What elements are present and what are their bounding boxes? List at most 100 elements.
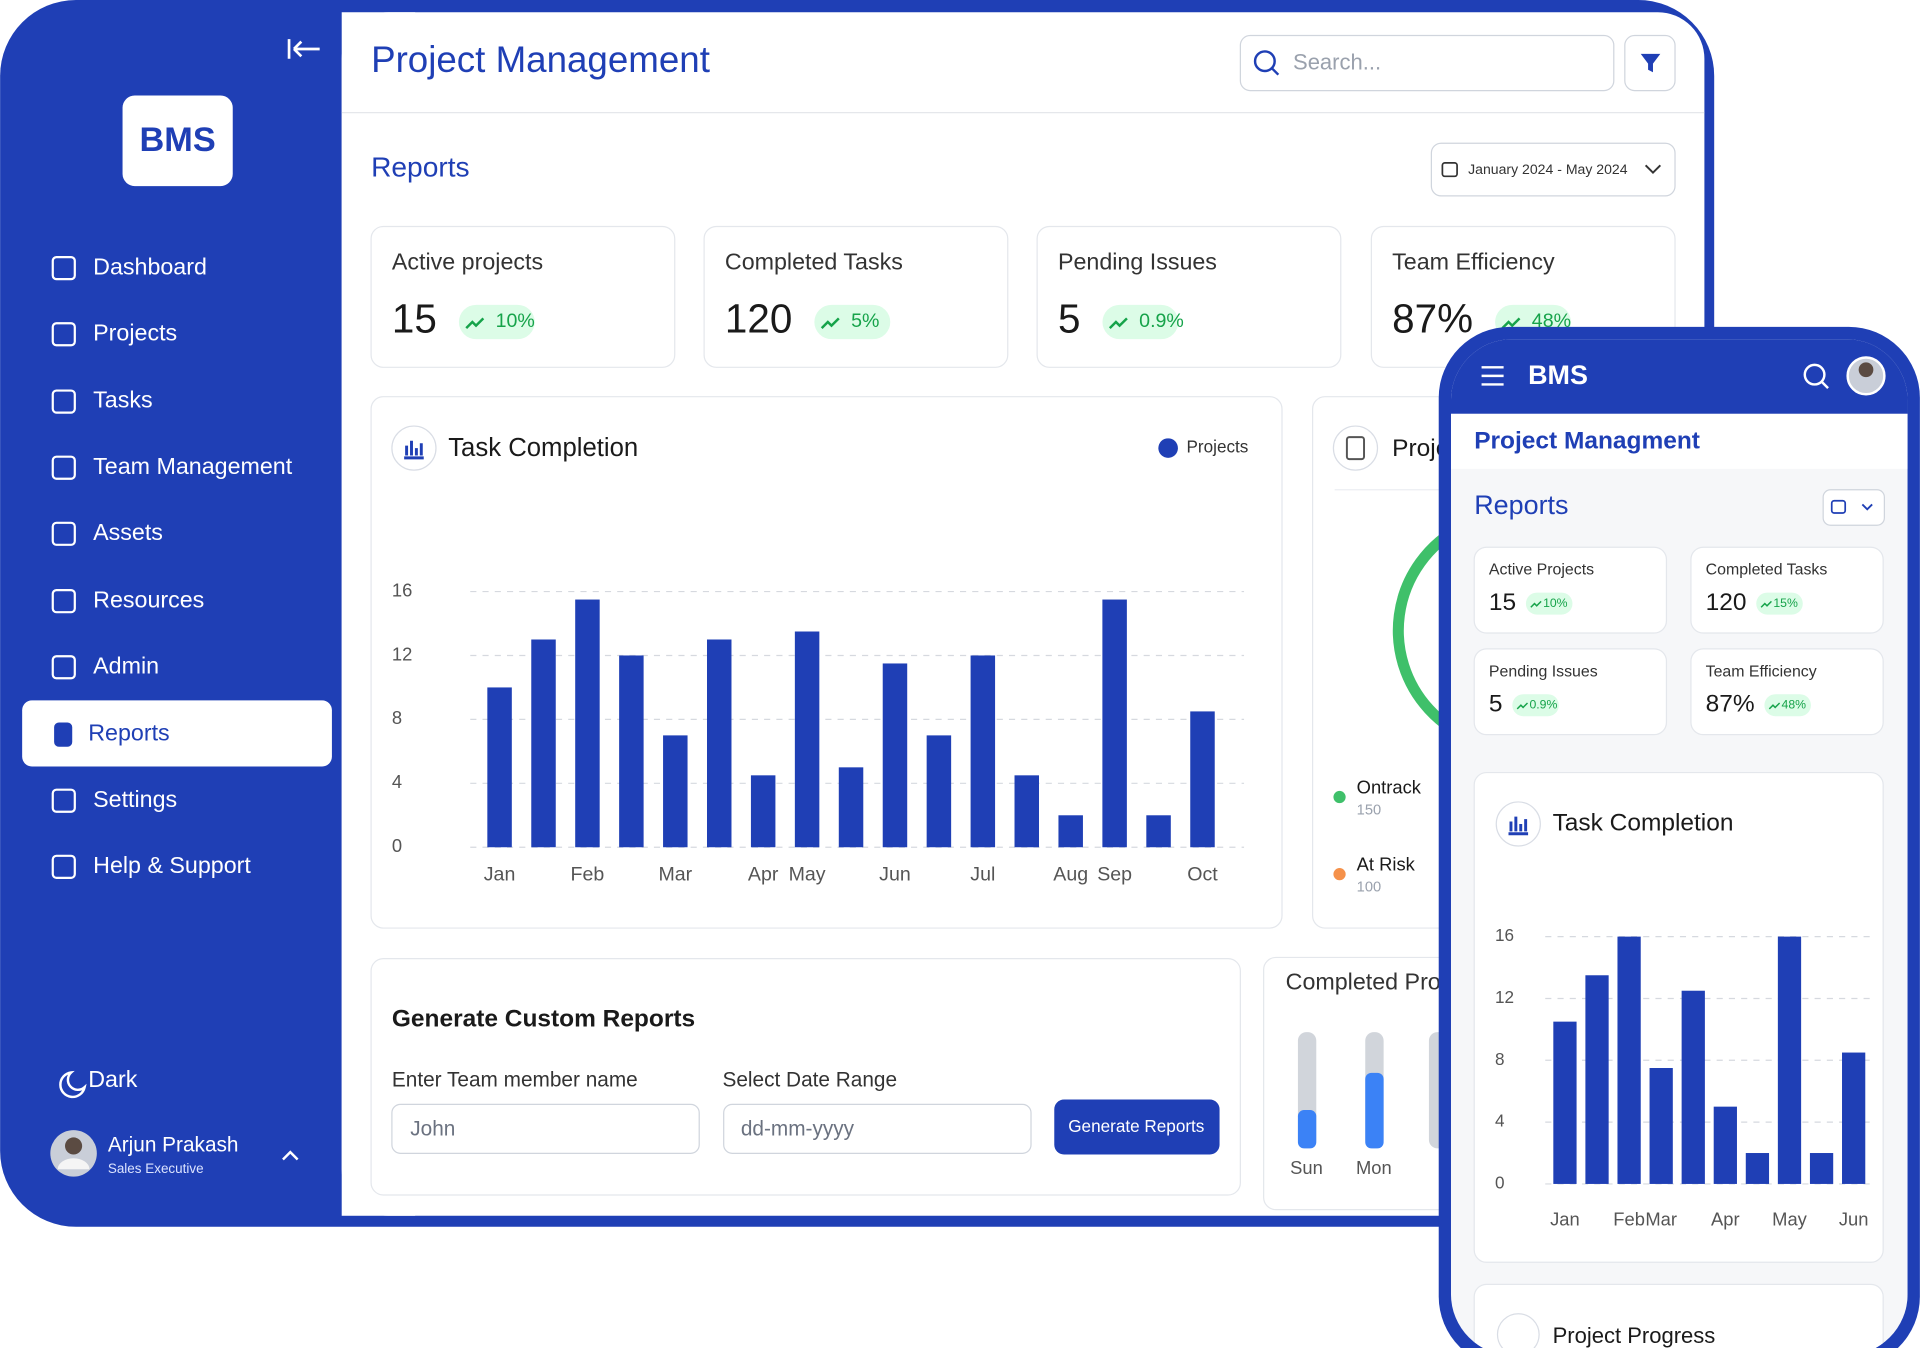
bar	[1809, 1153, 1834, 1184]
trend-icon	[820, 317, 840, 329]
search-box[interactable]	[1239, 34, 1615, 92]
mobile-avatar-head	[1858, 362, 1874, 378]
stat-value: 120	[1706, 589, 1747, 616]
x-tick-label: Jun	[879, 864, 911, 886]
legend-label: Projects	[1187, 437, 1249, 457]
stat-badge	[1512, 694, 1559, 717]
mobile-screen: BMS Project Managment Reports Active Pro…	[1450, 339, 1908, 1348]
hamburger[interactable]	[1481, 366, 1504, 386]
bar	[882, 663, 908, 848]
bar	[1102, 599, 1127, 848]
menu-item[interactable]: Assets	[93, 519, 163, 545]
bar	[531, 639, 556, 848]
menu-item[interactable]: Projects	[93, 319, 177, 345]
menu-icon	[51, 655, 76, 680]
search-icon-handle	[1271, 67, 1280, 76]
chart-card	[370, 396, 1283, 929]
mobile-chart-title: Task Completion	[1553, 809, 1734, 836]
generate-button[interactable]	[1054, 1099, 1220, 1155]
legend-label: Ontrack	[1357, 776, 1422, 797]
x-tick-label: Feb	[571, 864, 605, 886]
bar	[1190, 711, 1215, 848]
mobile-date-chevron	[1861, 503, 1873, 511]
menu-item[interactable]: Tasks	[93, 387, 152, 413]
date-input[interactable]	[723, 1103, 1032, 1154]
menu-icon	[51, 455, 76, 480]
mobile-calendar-icon	[1830, 499, 1847, 514]
collapse-icon[interactable]	[287, 39, 320, 59]
bar	[1553, 1021, 1577, 1184]
chart-plot: 0 4 8 12 16 Jan Feb Mar Apr May Jun Jul Aug Sep Oct	[392, 579, 1245, 886]
mobile-chart-plot: 0 4 8 12 16 Jan Feb Mar Apr May Jun	[1495, 925, 1871, 1230]
date-label: Select Date Range	[722, 1069, 897, 1092]
stat-change: 48%	[1532, 310, 1571, 332]
mini-bars: Sun Mon	[1290, 1032, 1392, 1178]
menu-item[interactable]: Team Management	[93, 453, 293, 479]
stat-badge	[458, 304, 535, 340]
custom-report-title: Generate Custom Reports	[392, 1005, 695, 1032]
bar	[575, 599, 600, 848]
menu-item[interactable]: Reports	[88, 720, 169, 746]
bar	[619, 655, 644, 848]
bar	[1777, 936, 1802, 1184]
stat-value: 15	[1489, 589, 1516, 616]
x-tick-label: Feb	[1613, 1209, 1645, 1230]
stat-value: 5	[1058, 296, 1080, 342]
menu-icon	[54, 722, 73, 747]
filter-icon	[1640, 53, 1661, 73]
stat-label: Pending Issues	[1489, 663, 1598, 680]
trend-icon	[1501, 317, 1521, 329]
date-range-picker[interactable]	[1430, 142, 1676, 197]
legend-swatch	[1333, 868, 1346, 881]
x-tick-label: Jul	[970, 864, 995, 886]
stat-label: Team Efficiency	[1392, 248, 1555, 274]
generate-button-label: Generate Reports	[1068, 1116, 1204, 1136]
mobile-header	[1450, 339, 1908, 414]
member-input[interactable]	[391, 1103, 700, 1154]
mobile-search[interactable]	[1803, 363, 1826, 386]
bar	[487, 687, 512, 848]
x-tick-label: Mar	[658, 864, 692, 886]
menu-icon	[51, 521, 76, 546]
x-tick-label: Mon	[1356, 1157, 1392, 1178]
menu-item[interactable]: Dashboard	[93, 253, 207, 279]
theme-toggle[interactable]: Dark	[88, 1066, 137, 1092]
menu-item[interactable]: Help & Support	[93, 852, 251, 878]
bar	[663, 735, 688, 848]
mobile-search-handle	[1821, 381, 1829, 389]
x-tick-label: Aug	[1053, 864, 1088, 886]
stat-value: 15	[392, 296, 437, 342]
menu-icon	[51, 788, 76, 813]
y-tick-label: 8	[392, 707, 402, 728]
menu-item[interactable]: Resources	[93, 586, 204, 612]
menu-item[interactable]: Settings	[93, 786, 177, 812]
stat-change: 48%	[1782, 697, 1807, 711]
date-placeholder: dd-mm-yyyy	[741, 1118, 855, 1141]
y-tick-label: 4	[392, 771, 402, 792]
mobile-progress-title: Project Progress	[1553, 1323, 1716, 1348]
user-menu-chevron[interactable]	[282, 1150, 299, 1161]
bar	[838, 767, 864, 848]
mobile-date-button[interactable]	[1822, 489, 1885, 526]
stat-change: 5%	[851, 310, 879, 332]
x-tick-label: Oct	[1187, 864, 1218, 886]
stat-cards: Active projects 15 10% Completed Tasks 120 5%…	[370, 225, 1676, 368]
trend-icon	[1760, 600, 1772, 608]
stat-label: Completed Tasks	[725, 248, 903, 274]
stat-card	[1690, 546, 1884, 634]
menu-icon	[51, 589, 76, 614]
stat-badge	[814, 304, 891, 340]
bar	[970, 655, 996, 848]
stat-card	[1690, 648, 1884, 736]
legend-value: 150	[1357, 802, 1382, 818]
trend-icon	[1516, 702, 1529, 710]
chart-icon-bg	[391, 425, 437, 471]
mobile-titlebar	[1450, 413, 1908, 469]
menu-icon	[51, 256, 76, 281]
x-tick-label: May	[1772, 1209, 1808, 1230]
progress-icon-bg	[1332, 425, 1379, 471]
mobile-stat-cards: Active Projects 15 10% Completed Tasks 120 15…	[1473, 546, 1884, 736]
search-placeholder: Search...	[1293, 49, 1381, 74]
menu-item[interactable]: Admin	[93, 652, 159, 678]
